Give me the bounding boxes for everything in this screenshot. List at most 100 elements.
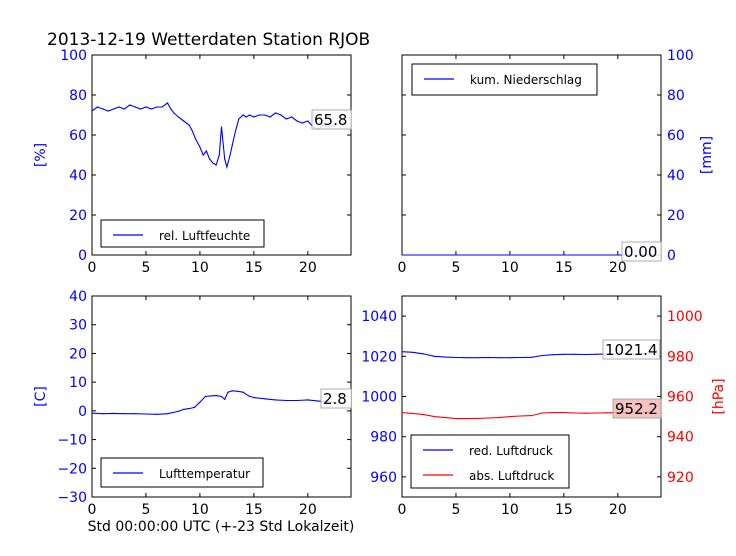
temperature-y-tick-label: −10 <box>57 433 87 449</box>
humidity-data-point <box>296 120 298 122</box>
humidity-data-point <box>274 112 277 114</box>
humidity-data-point <box>258 114 260 116</box>
pressure-value-label: 1021.4 <box>605 341 658 359</box>
humidity-x-tick-label: 0 <box>88 260 97 276</box>
humidity-data-point <box>123 108 125 110</box>
pressure-data-point <box>498 357 500 359</box>
precipitation-y-tick-label: 20 <box>667 208 685 224</box>
humidity-x-tick-label: 15 <box>245 260 263 276</box>
pressure-legend-label: red. Luftdruck <box>469 444 553 458</box>
pressure-data-point <box>574 353 576 355</box>
pressure-y-tick-label-right: 940 <box>667 430 694 446</box>
precipitation-value-label-bg <box>621 241 662 262</box>
pressure-value-label-bg <box>612 398 662 419</box>
pressure-y-tick-label-right: 1000 <box>667 309 703 325</box>
humidity-x-tick-label: 5 <box>141 260 150 276</box>
precipitation-x-tick-label: 0 <box>398 260 407 276</box>
temperature-data-point <box>307 399 309 401</box>
temperature-data-point <box>215 395 217 397</box>
pressure-x-tick-label: 15 <box>555 502 573 518</box>
pressure-y-tick-label-left: 1000 <box>361 390 397 406</box>
humidity-y-tick-label: 20 <box>69 208 87 224</box>
humidity-data-point <box>173 112 175 114</box>
temperature-data-point <box>188 408 190 410</box>
temperature-series-line-0 <box>91 390 341 415</box>
pressure-value-label: 952.2 <box>615 400 658 418</box>
pressure-data-point <box>466 357 468 359</box>
humidity-data-point <box>212 162 214 164</box>
temperature-value-label-bg <box>320 388 352 409</box>
humidity-data-point <box>242 114 244 116</box>
precipitation-x-tick-label: 15 <box>555 260 573 276</box>
pressure-data-point <box>563 353 565 355</box>
pressure-data-point <box>476 417 479 419</box>
pressure-data-point <box>487 356 489 359</box>
temperature-x-tick-label: 15 <box>245 502 263 518</box>
temperature-data-point <box>199 401 201 403</box>
precipitation-y-tick-label: 0 <box>667 248 676 264</box>
humidity-data-point <box>280 114 282 116</box>
humidity-data-point <box>113 108 115 110</box>
humidity-legend-box <box>100 219 265 248</box>
humidity-y-tick-label: 40 <box>69 168 87 184</box>
humidity-data-point <box>307 120 309 122</box>
temperature-x-tick-label: 5 <box>141 502 150 518</box>
humidity-data-point <box>145 106 147 108</box>
pressure-data-point <box>466 418 468 420</box>
pressure-data-point <box>401 351 403 353</box>
humidity-data-point <box>229 154 231 156</box>
pressure-data-point <box>520 356 522 359</box>
humidity-y-tick-label: 60 <box>69 128 87 144</box>
pressure-data-point <box>487 417 489 419</box>
panel-precipitation: 0 5 10 15 20 0 20 40 60 80 100 [mm] 0.00 kum. Nieders… <box>398 48 715 276</box>
humidity-data-point <box>96 106 98 108</box>
pressure-legend-box <box>410 434 570 489</box>
humidity-series-line-0 <box>91 102 341 170</box>
precipitation-x-tick-label: 5 <box>451 260 460 276</box>
humidity-y-tick-label: 100 <box>60 48 87 64</box>
humidity-data-point <box>199 146 201 148</box>
pressure-data-point <box>433 416 435 418</box>
temperature-data-point <box>204 395 206 398</box>
pressure-y-tick-label-right: 920 <box>667 470 694 486</box>
pressure-data-point <box>584 353 587 356</box>
temperature-data-point <box>145 413 147 415</box>
precipitation-y-tick-label: 80 <box>667 88 685 104</box>
humidity-data-point <box>205 150 207 152</box>
precipitation-y-axis-label: [mm] <box>699 136 715 174</box>
pressure-data-point <box>584 412 587 414</box>
humidity-x-tick-label: 20 <box>299 260 317 276</box>
humidity-data-point <box>195 138 197 140</box>
humidity-data-point <box>170 108 172 110</box>
temperature-y-tick-label: 0 <box>78 404 87 420</box>
figure-title: 2013-12-19 Wetterdaten Station RJOB <box>47 30 370 50</box>
temperature-data-point <box>237 390 239 392</box>
humidity-data-point <box>264 114 266 116</box>
pressure-data-point <box>574 412 576 414</box>
temperature-data-point <box>113 412 115 414</box>
temperature-data-point <box>253 397 255 399</box>
pressure-data-point <box>476 357 479 359</box>
humidity-data-point <box>226 166 228 168</box>
humidity-data-point <box>224 158 226 160</box>
temperature-data-point <box>193 406 196 408</box>
temperature-data-point <box>210 395 212 397</box>
pressure-data-point <box>530 415 533 417</box>
pressure-series-line-1 <box>401 411 651 420</box>
pressure-value-label-bg <box>602 339 661 360</box>
humidity-data-point <box>150 108 152 110</box>
pressure-x-tick-label: 10 <box>501 502 519 518</box>
panel-pressure: 0 5 10 15 20 960 980 1000 1020 1040 920 940 960 980 10… <box>361 295 727 518</box>
humidity-data-point <box>191 130 193 132</box>
pressure-data-point <box>455 356 457 359</box>
pressure-y-tick-label-right: 960 <box>667 390 694 406</box>
humidity-data-point <box>129 104 131 106</box>
temperature-data-point <box>134 413 136 415</box>
temperature-data-point <box>224 398 226 400</box>
temperature-data-point <box>102 413 104 415</box>
temperature-data-point <box>227 391 229 393</box>
humidity-data-point <box>291 116 293 118</box>
humidity-data-point <box>91 110 93 112</box>
humidity-data-point <box>249 114 251 116</box>
